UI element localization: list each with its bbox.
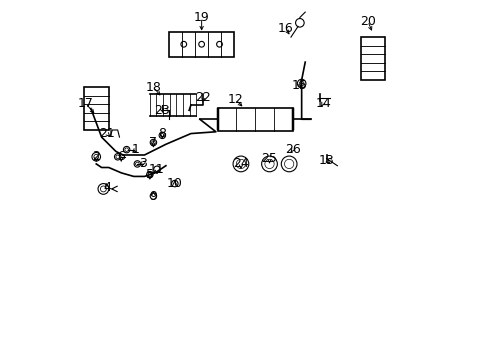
Bar (83, 87, 108, 130)
Text: 19: 19 (193, 11, 209, 24)
Text: 18: 18 (145, 81, 161, 94)
Text: 6: 6 (117, 150, 125, 163)
Text: 23: 23 (154, 104, 170, 117)
Text: 2: 2 (92, 150, 100, 163)
Text: 13: 13 (318, 154, 334, 167)
Text: 24: 24 (233, 157, 248, 170)
Text: 5: 5 (145, 168, 154, 181)
Text: 26: 26 (285, 143, 300, 156)
Bar (169, 32, 233, 57)
Text: 12: 12 (227, 93, 243, 106)
Text: 3: 3 (139, 157, 146, 170)
Text: 17: 17 (78, 97, 93, 110)
Text: 15: 15 (291, 79, 307, 92)
Text: 20: 20 (359, 14, 375, 27)
Text: 25: 25 (261, 152, 277, 165)
Text: 10: 10 (166, 177, 183, 190)
Bar (217, 108, 292, 131)
Text: 22: 22 (195, 91, 211, 104)
Text: 4: 4 (103, 181, 111, 194)
Text: 9: 9 (149, 190, 157, 203)
Bar (361, 37, 384, 80)
Text: 11: 11 (149, 163, 164, 176)
Text: 7: 7 (149, 136, 157, 149)
Text: 8: 8 (158, 127, 166, 140)
Text: 1: 1 (131, 143, 139, 156)
Text: 21: 21 (99, 127, 115, 140)
Text: 14: 14 (315, 97, 330, 110)
Text: 16: 16 (277, 22, 293, 35)
